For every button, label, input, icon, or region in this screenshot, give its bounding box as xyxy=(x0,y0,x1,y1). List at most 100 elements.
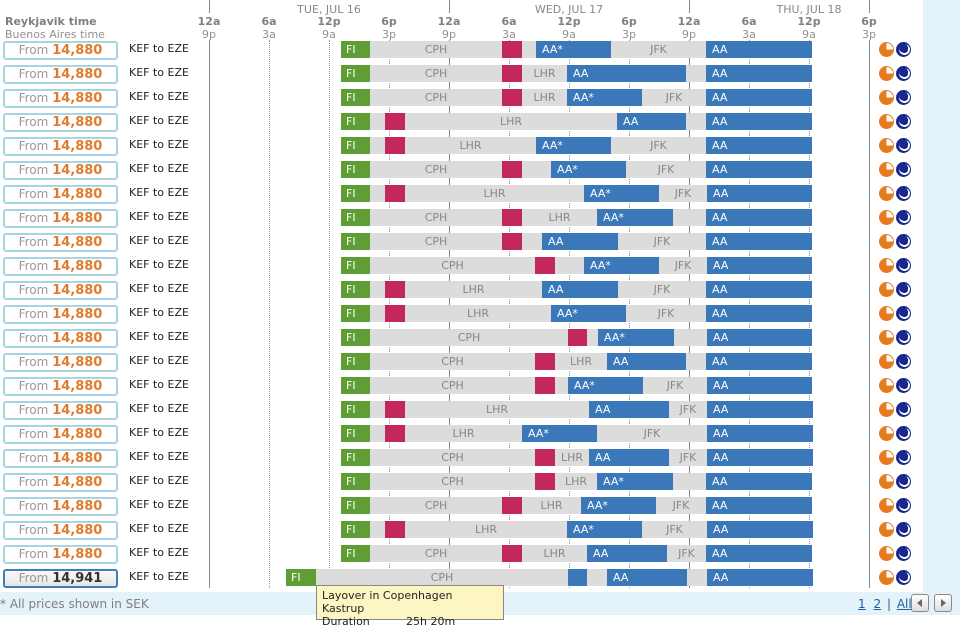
layover-segment[interactable]: LHR xyxy=(405,113,617,130)
itinerary-row[interactable]: From 14,880 KEF to EZE FI LHR AA* JFK AA xyxy=(0,182,923,206)
layover-segment[interactable] xyxy=(673,473,706,490)
itinerary-row[interactable]: From 14,880 KEF to EZE FI LHR AA* JFK AA xyxy=(0,302,923,326)
flight-segment-aa[interactable]: AA xyxy=(706,41,812,58)
layover-segment[interactable]: LHR xyxy=(405,137,536,154)
itinerary-row[interactable]: From 14,880 KEF to EZE FI CPH LHR AA* JFK AA xyxy=(0,494,923,518)
flight-segment-fi[interactable]: FI xyxy=(341,257,370,274)
overnight-layover-marker[interactable] xyxy=(385,113,405,130)
layover-segment[interactable]: CPH xyxy=(370,89,502,106)
flight-segment-aa[interactable]: AA* xyxy=(584,257,659,274)
flight-segment-fi[interactable]: FI xyxy=(341,65,370,82)
itinerary-row[interactable]: From 14,880 KEF to EZE FI CPH LHR AA AA xyxy=(0,62,923,86)
price-button[interactable]: From 14,880 xyxy=(3,257,118,276)
layover-segment[interactable]: JFK xyxy=(643,377,707,394)
overnight-layover-marker[interactable] xyxy=(385,425,405,442)
flight-segment-fi[interactable]: FI xyxy=(341,329,370,346)
layover-segment[interactable]: CPH xyxy=(370,209,502,226)
layover-segment[interactable]: JFK xyxy=(626,161,706,178)
layover-segment[interactable]: LHR xyxy=(555,473,597,490)
overnight-layover-marker[interactable] xyxy=(535,377,555,394)
layover-segment[interactable] xyxy=(673,209,706,226)
flight-segment-fi[interactable]: FI xyxy=(341,401,370,418)
flight-segment-aa[interactable]: AA xyxy=(706,497,812,514)
flight-segment-aa[interactable]: AA xyxy=(706,473,812,490)
layover-segment[interactable] xyxy=(370,137,385,154)
flight-segment-fi[interactable]: FI xyxy=(341,473,370,490)
overnight-layover-marker[interactable] xyxy=(535,257,555,274)
layover-segment[interactable] xyxy=(587,329,598,346)
price-button[interactable]: From 14,880 xyxy=(3,377,118,396)
layover-segment[interactable]: JFK xyxy=(669,449,707,466)
layover-segment[interactable] xyxy=(522,233,542,250)
layover-segment[interactable]: JFK xyxy=(618,233,706,250)
layover-segment[interactable]: CPH xyxy=(370,161,502,178)
layover-segment[interactable]: CPH xyxy=(370,41,502,58)
flight-segment-aa[interactable]: AA* xyxy=(536,41,611,58)
layover-segment[interactable]: LHR xyxy=(522,209,597,226)
layover-segment[interactable]: LHR xyxy=(555,353,607,370)
itinerary-row[interactable]: From 14,880 KEF to EZE FI CPH LHR AA* JFK AA xyxy=(0,86,923,110)
flight-segment-aa[interactable]: AA xyxy=(607,569,687,586)
overnight-layover-marker[interactable] xyxy=(535,449,555,466)
overnight-layover-marker[interactable] xyxy=(502,545,522,562)
layover-segment[interactable]: LHR xyxy=(405,521,567,538)
flight-segment-fi[interactable]: FI xyxy=(341,353,370,370)
flight-segment-aa[interactable]: AA* xyxy=(551,161,626,178)
overnight-layover-marker[interactable] xyxy=(502,89,522,106)
flight-segment-fi[interactable]: FI xyxy=(341,545,370,562)
layover-segment[interactable] xyxy=(370,521,385,538)
flight-segment-fi[interactable]: FI xyxy=(341,209,370,226)
price-button[interactable]: From 14,880 xyxy=(3,41,118,60)
flight-segment-aa[interactable]: AA xyxy=(706,161,812,178)
flight-segment-aa[interactable]: AA xyxy=(567,65,686,82)
price-button[interactable]: From 14,880 xyxy=(3,233,118,252)
layover-segment[interactable] xyxy=(555,377,568,394)
flight-segment-fi[interactable]: FI xyxy=(341,185,370,202)
flight-segment-fi[interactable]: FI xyxy=(341,497,370,514)
itinerary-row[interactable]: From 14,880 KEF to EZE FI CPH AA* JFK AA xyxy=(0,254,923,278)
price-button[interactable]: From 14,880 xyxy=(3,137,118,156)
layover-segment[interactable]: JFK xyxy=(626,305,706,322)
overnight-layover-marker[interactable] xyxy=(502,233,522,250)
price-button[interactable]: From 14,880 xyxy=(3,329,118,348)
overnight-layover-marker[interactable] xyxy=(502,497,522,514)
overnight-layover-marker[interactable] xyxy=(385,281,405,298)
price-button[interactable]: From 14,880 xyxy=(3,89,118,108)
flight-segment-fi[interactable]: FI xyxy=(341,305,370,322)
flight-segment-aa[interactable]: AA xyxy=(706,545,812,562)
flight-segment-aa[interactable]: AA* xyxy=(522,425,597,442)
price-button[interactable]: From 14,880 xyxy=(3,521,118,540)
next-arrow-icon[interactable] xyxy=(934,594,952,612)
layover-segment[interactable]: CPH xyxy=(370,353,535,370)
flight-segment-aa[interactable]: AA xyxy=(706,353,812,370)
price-button[interactable]: From 14,880 xyxy=(3,305,118,324)
layover-segment[interactable] xyxy=(370,113,385,130)
flight-segment-aa[interactable]: AA xyxy=(617,113,686,130)
flight-segment-aa[interactable]: AA* xyxy=(584,185,659,202)
flight-segment-fi[interactable]: FI xyxy=(341,41,370,58)
overnight-layover-marker[interactable] xyxy=(385,185,405,202)
layover-segment[interactable] xyxy=(370,425,385,442)
flight-segment-aa[interactable]: AA xyxy=(589,449,669,466)
itinerary-row[interactable]: From 14,880 KEF to EZE FI CPH AA* AA xyxy=(0,326,923,350)
layover-segment[interactable]: JFK xyxy=(611,137,706,154)
overnight-layover-marker[interactable] xyxy=(535,353,555,370)
overnight-layover-marker[interactable] xyxy=(502,209,522,226)
itinerary-row[interactable]: From 14,880 KEF to EZE FI CPH AA* JFK AA xyxy=(0,38,923,62)
overnight-layover-marker[interactable] xyxy=(385,305,405,322)
flight-segment-aa[interactable]: AA xyxy=(706,305,812,322)
flight-segment-aa[interactable]: AA xyxy=(707,425,813,442)
layover-segment[interactable]: CPH xyxy=(370,65,502,82)
flight-segment-aa[interactable]: AA xyxy=(707,569,813,586)
overnight-layover-marker[interactable] xyxy=(568,329,587,346)
flight-segment-fi[interactable]: FI xyxy=(286,569,316,586)
layover-segment[interactable] xyxy=(370,401,385,418)
overnight-layover-marker[interactable] xyxy=(502,161,522,178)
itinerary-row[interactable]: From 14,880 KEF to EZE FI CPH AA* JFK AA xyxy=(0,158,923,182)
layover-segment[interactable]: JFK xyxy=(659,257,707,274)
flight-segment-aa[interactable]: AA xyxy=(706,89,812,106)
price-button[interactable]: From 14,880 xyxy=(3,209,118,228)
flight-segment-fi[interactable]: FI xyxy=(341,377,370,394)
layover-segment[interactable]: JFK xyxy=(659,185,707,202)
layover-segment[interactable]: JFK xyxy=(618,281,706,298)
